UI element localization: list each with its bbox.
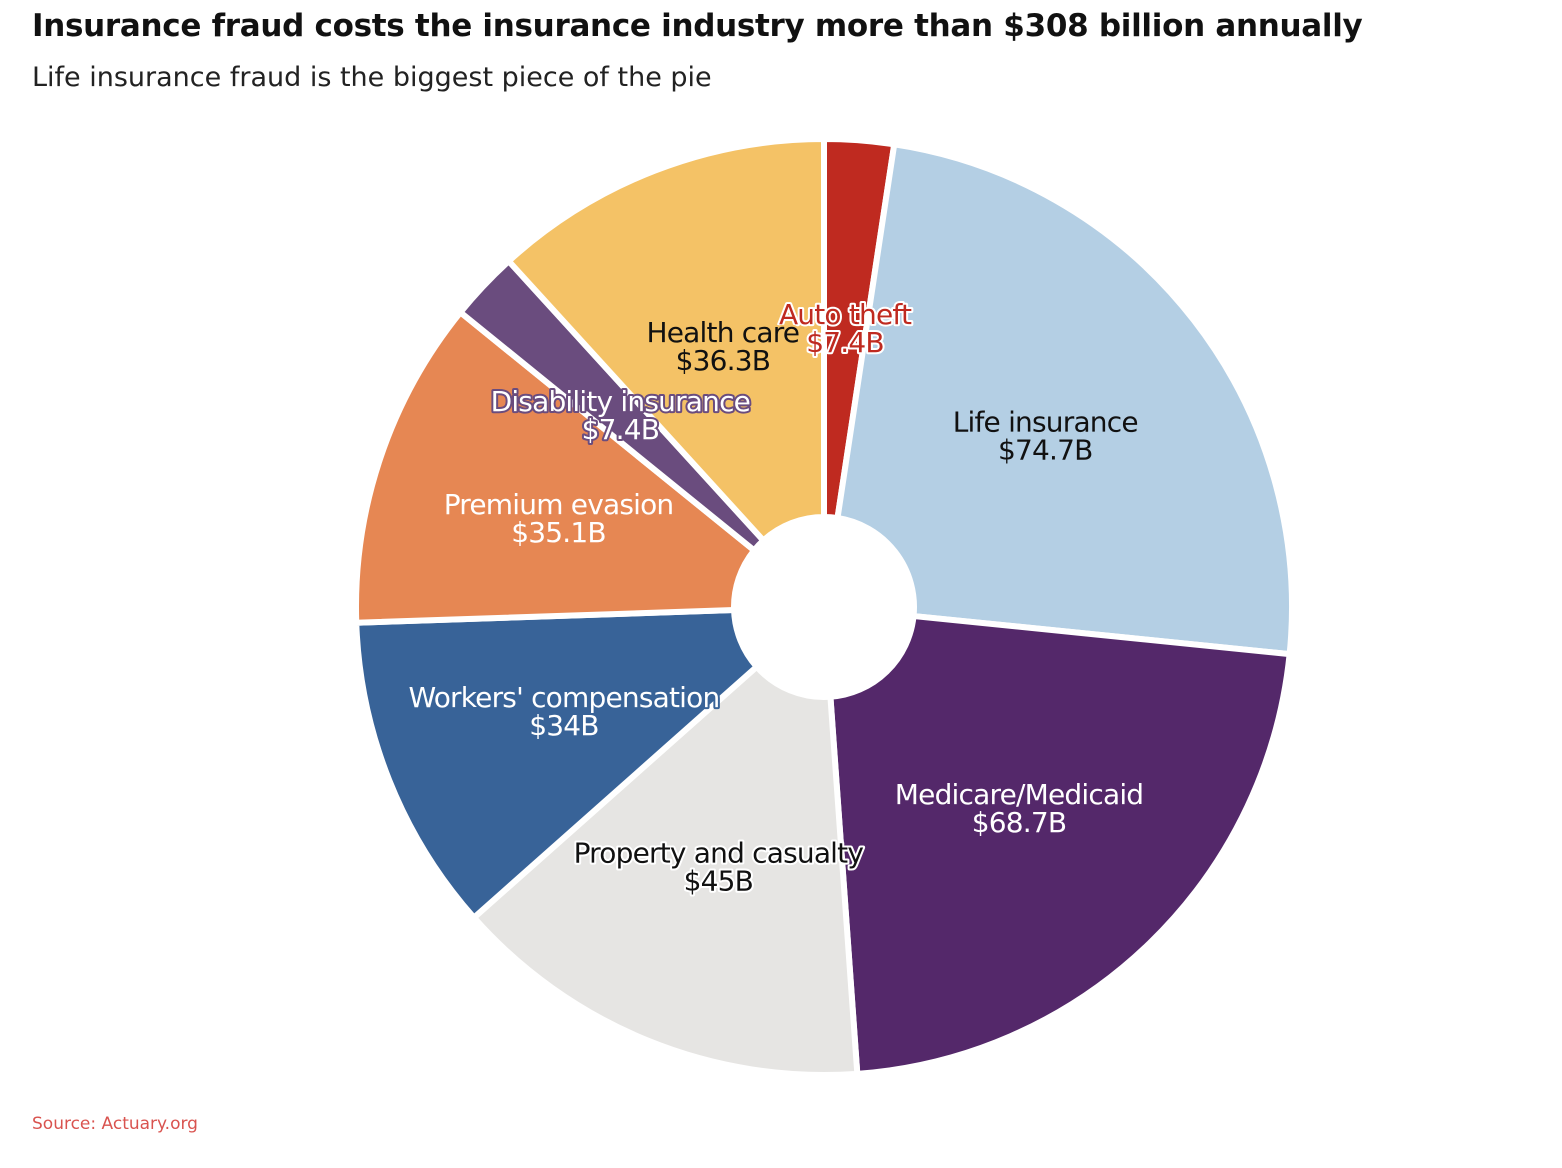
slice-label: Disability insurance $7.4B (491, 385, 751, 446)
slice-label: Workers' compensation $34B (408, 681, 719, 742)
slice-value-label: $74.7B (998, 433, 1093, 466)
slice-workers-compensation (353, 607, 760, 921)
slice-category-label: Health care (647, 316, 800, 349)
slice-value-label: $35.1B (511, 516, 606, 549)
slice-value-label: $7.4B (582, 413, 660, 446)
slice-value-label: $45B (684, 864, 753, 897)
slice-label: Health care $36.3B (647, 316, 800, 377)
slice-category-label: Workers' compensation (408, 681, 719, 714)
slice-life-insurance (834, 141, 1295, 658)
chart-subtitle: Life insurance fraud is the biggest piec… (32, 62, 712, 93)
chart-title: Insurance fraud costs the insurance indu… (32, 8, 1363, 44)
slice-value-label: $36.3B (676, 344, 771, 377)
slice-label: Life insurance $74.7B (953, 405, 1138, 466)
slice-label: Premium evasion $35.1B (444, 488, 674, 549)
slice-category-label: Premium evasion (444, 488, 674, 521)
slice-label: Medicare/Medicaid $68.7B (895, 778, 1144, 839)
slice-label: Property and casualty $45B (574, 836, 864, 897)
slice-value-label: $68.7B (972, 806, 1067, 839)
slice-value-label: $34B (529, 709, 598, 742)
slice-category-label: Medicare/Medicaid (895, 778, 1144, 811)
slice-health-care (505, 136, 827, 544)
slice-category-label: Property and casualty (574, 836, 864, 869)
slice-label: Auto theft $7.4B (779, 298, 912, 359)
slice-category-label: Auto theft (779, 298, 912, 331)
source-note: Source: Actuary.org (32, 1114, 198, 1134)
slice-medicare-medicaid (827, 613, 1293, 1077)
slice-category-label: Life insurance (953, 405, 1138, 438)
slice-category-label: Disability insurance (491, 385, 751, 418)
slice-premium-evasion (353, 309, 758, 626)
slice-property-and-casualty (470, 663, 861, 1078)
slice-value-label: $7.4B (806, 326, 884, 359)
